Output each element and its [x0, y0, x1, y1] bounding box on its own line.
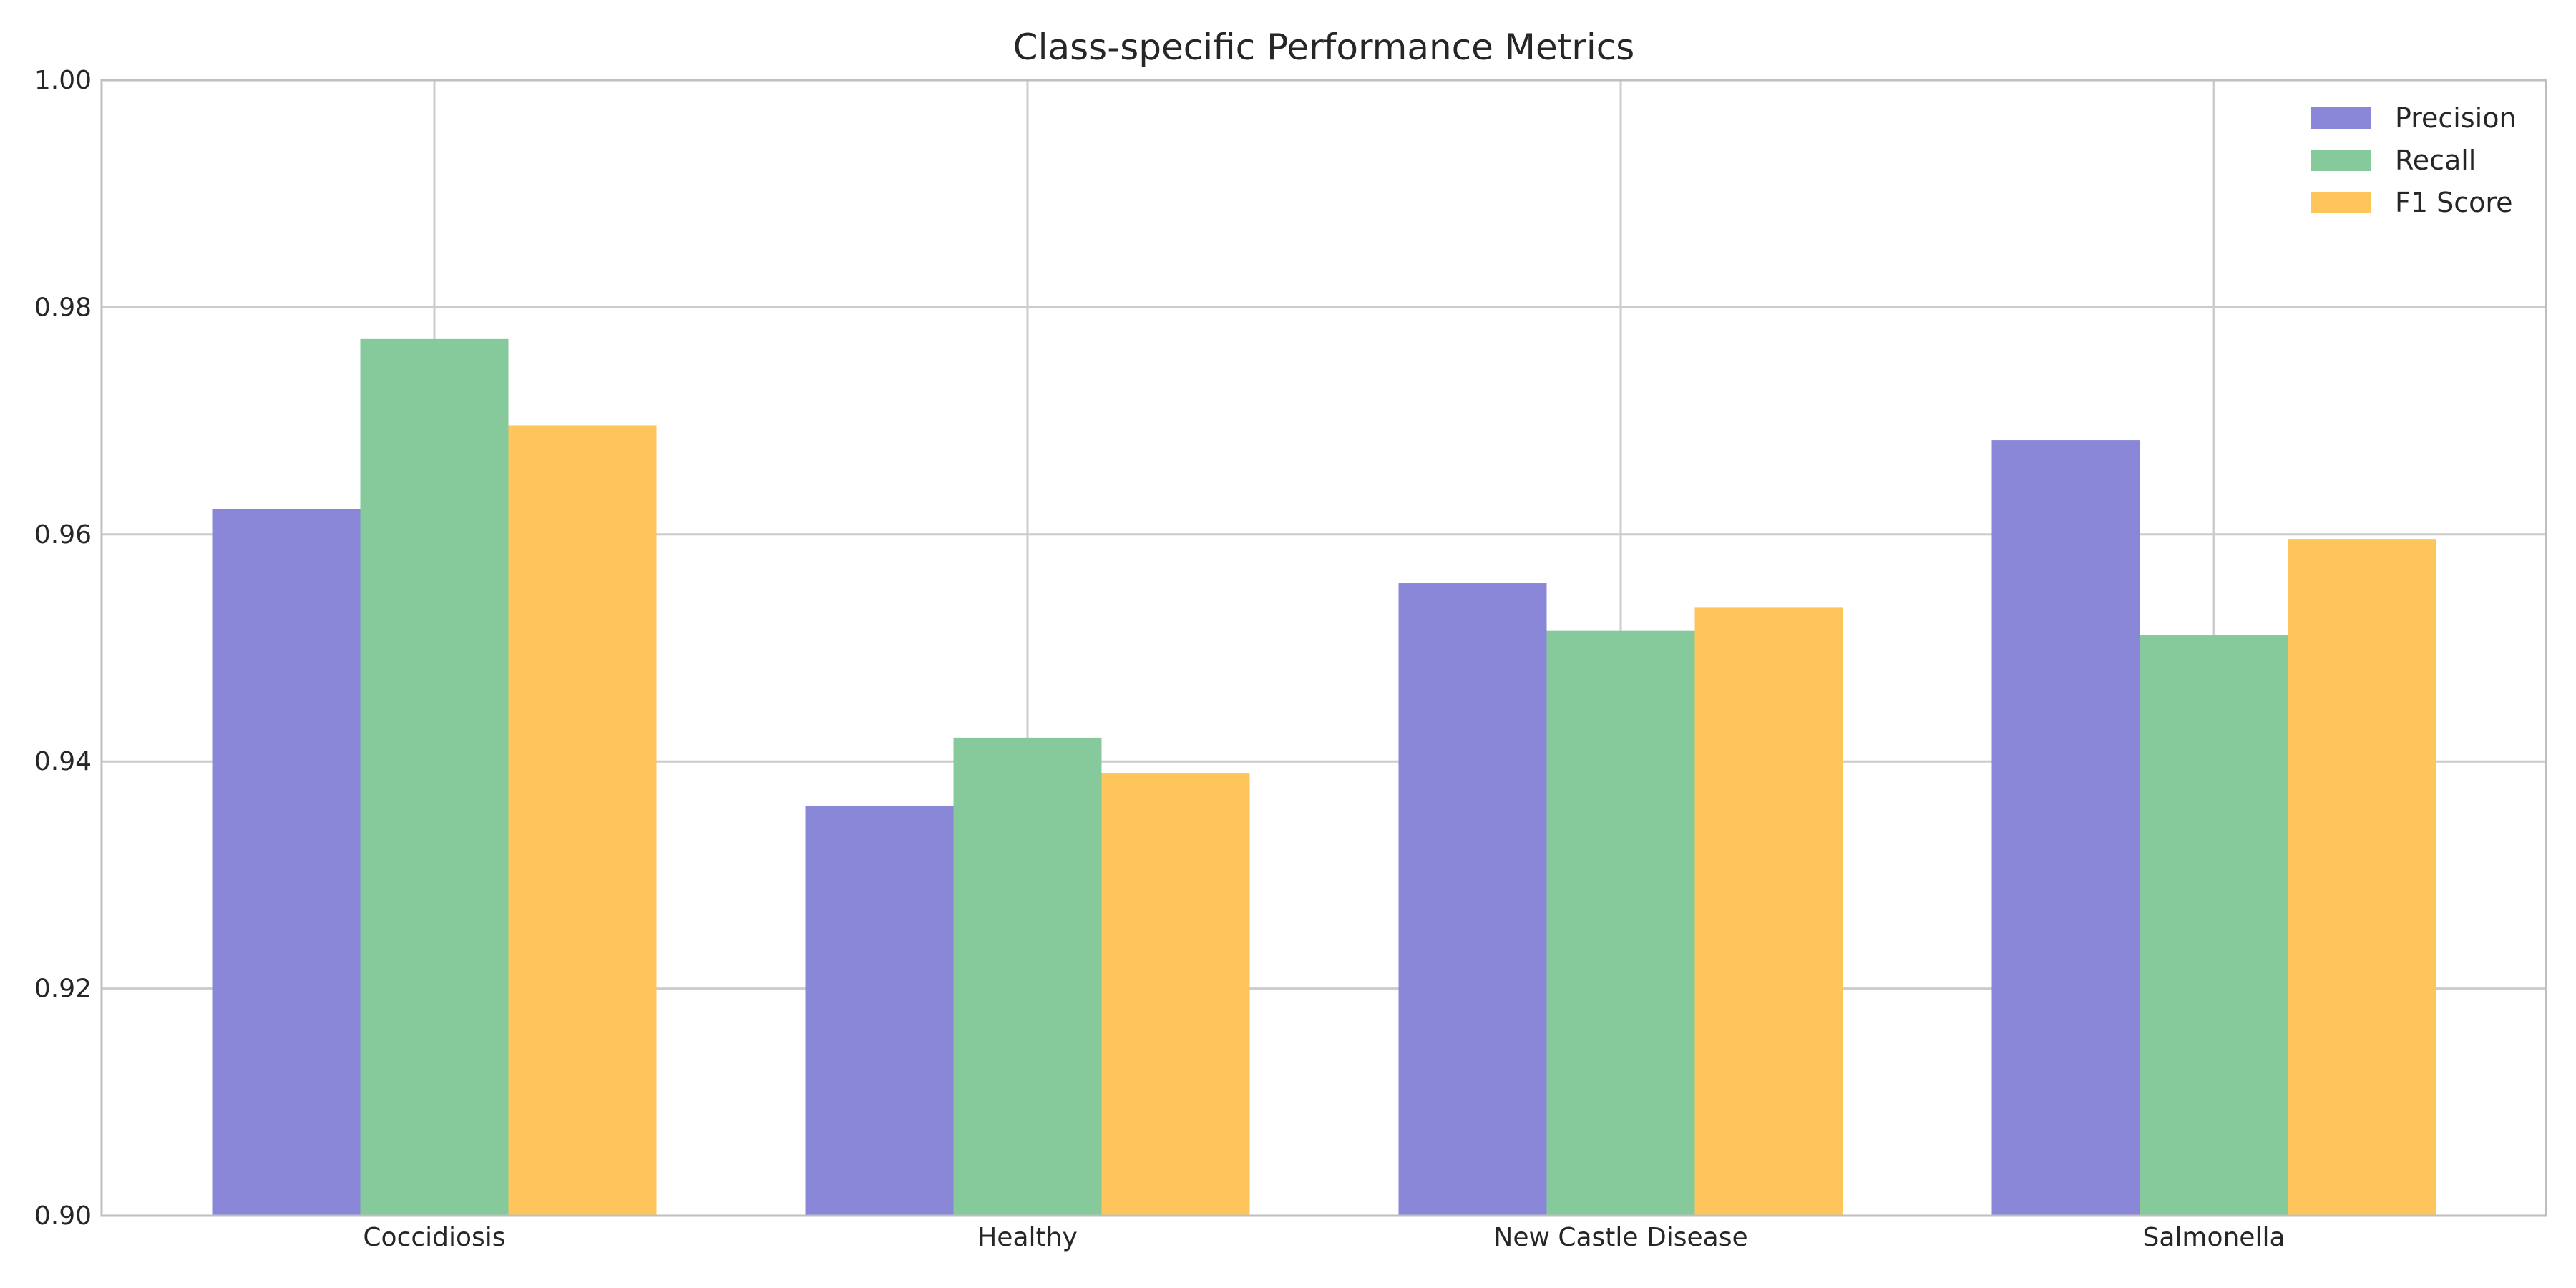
y-axis-ticks: 0.90 0.92 0.94 0.96 0.98 1.00 [34, 66, 92, 1231]
bar-recall [2140, 635, 2288, 1216]
y-tick-label: 0.94 [34, 747, 92, 776]
bar-f1-score [1101, 773, 1250, 1216]
y-tick-label: 0.92 [34, 975, 92, 1004]
bar-precision [1398, 583, 1547, 1216]
y-tick-label: 0.98 [34, 293, 92, 322]
bars-layer [212, 338, 2436, 1216]
bar-precision [1991, 440, 2140, 1216]
legend-swatch [2311, 192, 2371, 213]
bar-recall [360, 338, 509, 1216]
bar-recall [953, 737, 1102, 1216]
x-tick-label: New Castle Disease [1493, 1223, 1747, 1252]
y-tick-label: 0.90 [34, 1201, 92, 1231]
legend-label: Recall [2395, 145, 2476, 176]
legend-swatch [2311, 107, 2371, 129]
bar-precision [805, 806, 954, 1216]
legend: Precision Recall F1 Score [2311, 102, 2517, 218]
legend-swatch [2311, 150, 2371, 171]
legend-label: F1 Score [2395, 187, 2513, 218]
bar-f1-score [1694, 607, 1843, 1216]
x-axis-ticks: Coccidiosis Healthy New Castle Disease Salm… [363, 1223, 2285, 1252]
x-tick-label: Salmonella [2142, 1223, 2285, 1252]
bar-f1-score [2288, 539, 2436, 1216]
x-tick-label: Healthy [977, 1223, 1078, 1252]
bar-precision [212, 509, 361, 1216]
chart-title: Class-specific Performance Metrics [1013, 26, 1635, 68]
axes-frame [100, 79, 2547, 1217]
bar-recall [1546, 630, 1695, 1216]
legend-label: Precision [2395, 102, 2517, 134]
y-tick-label: 0.96 [34, 520, 92, 550]
x-tick-label: Coccidiosis [363, 1223, 505, 1252]
bar-f1-score [508, 425, 657, 1216]
y-tick-label: 1.00 [34, 66, 92, 95]
